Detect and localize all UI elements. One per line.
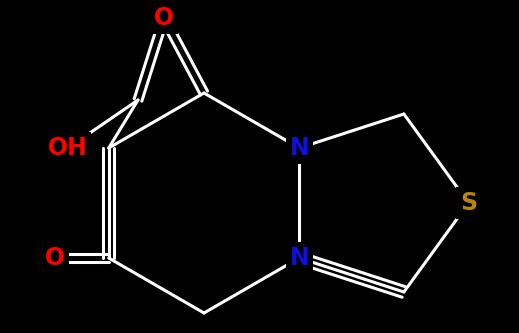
Text: O: O: [45, 246, 65, 270]
Text: S: S: [460, 191, 477, 215]
Text: N: N: [290, 136, 309, 160]
Text: OH: OH: [48, 136, 88, 160]
Text: O: O: [154, 6, 174, 30]
Text: N: N: [290, 246, 309, 270]
